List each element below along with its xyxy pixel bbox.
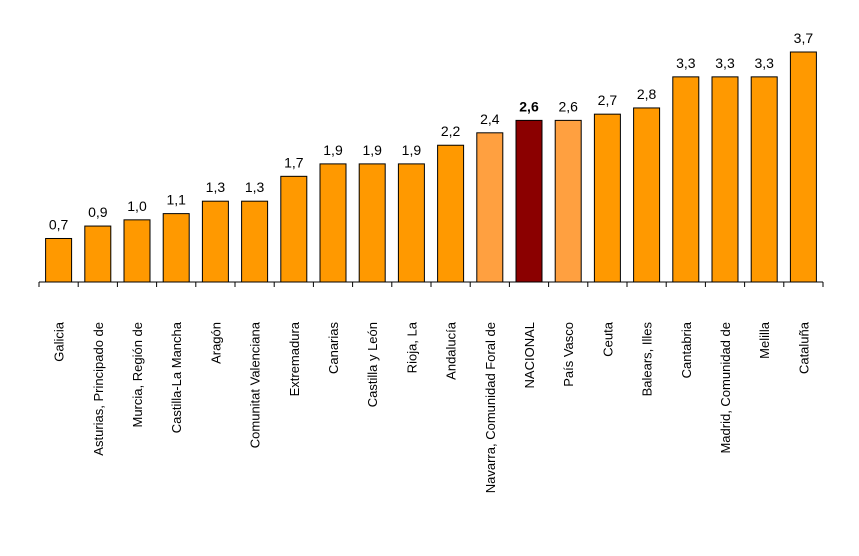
bar-16 [672, 76, 700, 283]
value-label: 3,3 [754, 55, 774, 71]
value-label: 2,7 [598, 92, 618, 108]
bar-19 [789, 51, 817, 283]
value-label: 2,6 [519, 98, 539, 114]
category-label: País Vasco [561, 322, 576, 387]
category-label: Ceuta [600, 321, 615, 356]
category-label: Asturias, Principado de [91, 322, 106, 456]
value-label: 2,2 [441, 123, 461, 139]
category-label: Murcia, Región de [130, 322, 145, 428]
value-label: 0,9 [88, 204, 108, 220]
category-label: Andalucía [444, 321, 459, 380]
value-label: 1,9 [362, 142, 382, 158]
value-label: 3,7 [794, 30, 814, 46]
value-label: 1,3 [245, 179, 265, 195]
bar-13 [554, 119, 582, 283]
category-label: Balears, Illes [640, 322, 655, 397]
category-label: Navarra, Comunidad Foral de [483, 322, 498, 493]
category-label: Castilla y León [365, 322, 380, 407]
value-label: 1,7 [284, 154, 304, 170]
value-label: 3,3 [715, 55, 735, 71]
bar-1 [84, 225, 112, 283]
category-label: Madrid, Comunidad de [718, 322, 733, 454]
value-label: 1,0 [127, 198, 147, 214]
value-label: 2,8 [637, 86, 657, 102]
category-label: Aragón [208, 322, 223, 364]
bar-5 [241, 200, 269, 283]
category-label: Extremadura [287, 321, 302, 396]
category-label: Cataluña [796, 321, 811, 374]
bar-8 [358, 163, 386, 283]
value-label: 0,7 [49, 216, 69, 232]
bar-14 [593, 113, 621, 283]
category-label: Cantabria [679, 321, 694, 378]
value-label: 2,4 [480, 111, 500, 127]
category-label: Canarias [326, 322, 341, 375]
value-label: 1,9 [323, 142, 343, 158]
category-label: Comunitat Valenciana [248, 321, 263, 448]
bar-15 [633, 107, 661, 283]
category-label: Castilla-La Mancha [169, 321, 184, 433]
bar-0 [45, 237, 73, 283]
category-label: NACIONAL [522, 322, 537, 388]
category-label: Rioja, La [404, 321, 419, 373]
bar-6 [280, 175, 308, 283]
value-label: 1,1 [166, 192, 186, 208]
value-label: 1,9 [402, 142, 422, 158]
category-label: Melilla [757, 321, 772, 359]
bar-2 [123, 219, 151, 283]
bar-3 [162, 213, 190, 283]
value-label: 2,6 [558, 98, 578, 114]
bar-10 [437, 144, 465, 283]
bar-9 [397, 163, 425, 283]
value-labels-group: 0,7 0,9 1,0 1,1 1,3 1,3 1,7 1,9 1,9 1,9 2,2 2,4 2,6 2… [49, 30, 813, 232]
bar-11 [476, 132, 504, 283]
value-label: 3,3 [676, 55, 696, 71]
x-axis-ticks [38, 282, 824, 287]
bars-group [45, 51, 817, 283]
category-labels-group: Galicia Asturias, Principado de Murcia, Re… [52, 321, 812, 493]
category-label: Galicia [52, 321, 67, 362]
bar-18 [750, 76, 778, 283]
bar-nacional [515, 119, 543, 283]
bar-17 [711, 76, 739, 283]
bar-7 [319, 163, 347, 283]
bar-4 [201, 200, 229, 283]
value-label: 1,3 [206, 179, 226, 195]
